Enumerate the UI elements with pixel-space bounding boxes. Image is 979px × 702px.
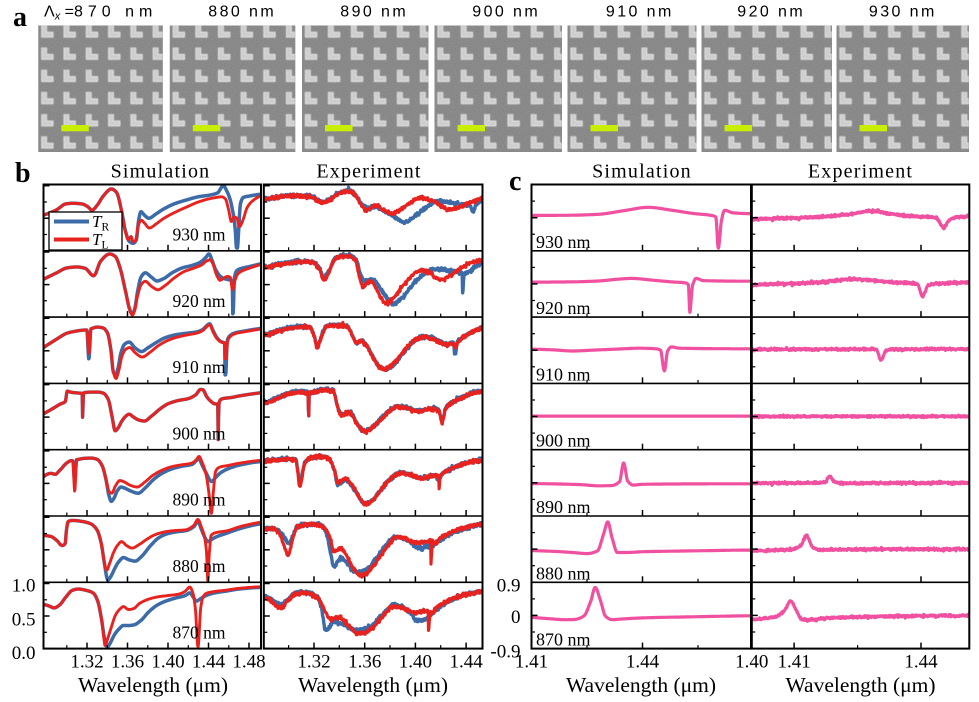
svg-text:910 nm: 910 nm bbox=[606, 4, 674, 21]
svg-text:Simulation: Simulation bbox=[111, 161, 211, 183]
svg-text:-0.9: -0.9 bbox=[490, 642, 520, 663]
svg-text:1.41: 1.41 bbox=[515, 652, 548, 673]
svg-text:920 nm: 920 nm bbox=[737, 4, 805, 21]
svg-text:890 nm: 890 nm bbox=[340, 4, 408, 21]
svg-text:880 nm: 880 nm bbox=[208, 4, 276, 21]
svg-text:930 nm: 930 nm bbox=[173, 225, 226, 245]
svg-text:1.40: 1.40 bbox=[735, 652, 768, 673]
svg-text:Simulation: Simulation bbox=[592, 161, 692, 183]
svg-text:Wavelength (μm): Wavelength (μm) bbox=[566, 673, 716, 697]
svg-text:0.0: 0.0 bbox=[12, 643, 36, 664]
svg-text:Wavelength (μm): Wavelength (μm) bbox=[78, 673, 228, 697]
svg-text:1.40: 1.40 bbox=[399, 652, 432, 673]
svg-text:900 nm: 900 nm bbox=[472, 4, 540, 21]
svg-text:1.44: 1.44 bbox=[904, 652, 938, 673]
svg-text:Experiment: Experiment bbox=[316, 161, 421, 183]
svg-text:1.44: 1.44 bbox=[449, 652, 483, 673]
svg-text:Wavelength (μm): Wavelength (μm) bbox=[298, 673, 448, 697]
svg-text:0: 0 bbox=[511, 607, 521, 628]
svg-text:0.5: 0.5 bbox=[12, 610, 36, 631]
svg-text:Λx = 870 nm: Λx = 870 nm bbox=[44, 4, 157, 23]
svg-text:0.9: 0.9 bbox=[497, 576, 521, 597]
svg-text:1.32: 1.32 bbox=[70, 652, 103, 673]
svg-text:900 nm: 900 nm bbox=[173, 423, 226, 443]
svg-text:910 nm: 910 nm bbox=[173, 357, 226, 377]
svg-text:870 nm: 870 nm bbox=[173, 622, 226, 642]
svg-text:890 nm: 890 nm bbox=[536, 497, 591, 517]
svg-text:1.40: 1.40 bbox=[151, 652, 184, 673]
svg-text:1.44: 1.44 bbox=[192, 652, 226, 673]
svg-text:880 nm: 880 nm bbox=[536, 563, 591, 583]
svg-text:1.0: 1.0 bbox=[12, 576, 36, 597]
svg-text:a: a bbox=[13, 2, 27, 33]
svg-text:c: c bbox=[509, 166, 521, 197]
svg-text:900 nm: 900 nm bbox=[536, 431, 591, 451]
svg-text:1.48: 1.48 bbox=[232, 652, 265, 673]
svg-text:b: b bbox=[15, 158, 31, 189]
svg-text:Wavelength (μm): Wavelength (μm) bbox=[785, 673, 935, 697]
svg-text:890 nm: 890 nm bbox=[173, 490, 226, 510]
svg-text:1.41: 1.41 bbox=[777, 652, 810, 673]
svg-text:910 nm: 910 nm bbox=[536, 364, 591, 384]
svg-text:930 nm: 930 nm bbox=[536, 232, 591, 252]
svg-text:930 nm: 930 nm bbox=[869, 4, 937, 21]
svg-text:1.32: 1.32 bbox=[297, 652, 330, 673]
svg-text:1.44: 1.44 bbox=[626, 652, 660, 673]
svg-text:920 nm: 920 nm bbox=[536, 298, 591, 318]
svg-text:920 nm: 920 nm bbox=[173, 291, 226, 311]
svg-text:880 nm: 880 nm bbox=[173, 556, 226, 576]
svg-text:1.36: 1.36 bbox=[348, 652, 381, 673]
svg-text:Experiment: Experiment bbox=[808, 161, 913, 183]
svg-text:1.36: 1.36 bbox=[111, 652, 144, 673]
svg-text:870 nm: 870 nm bbox=[536, 630, 591, 650]
